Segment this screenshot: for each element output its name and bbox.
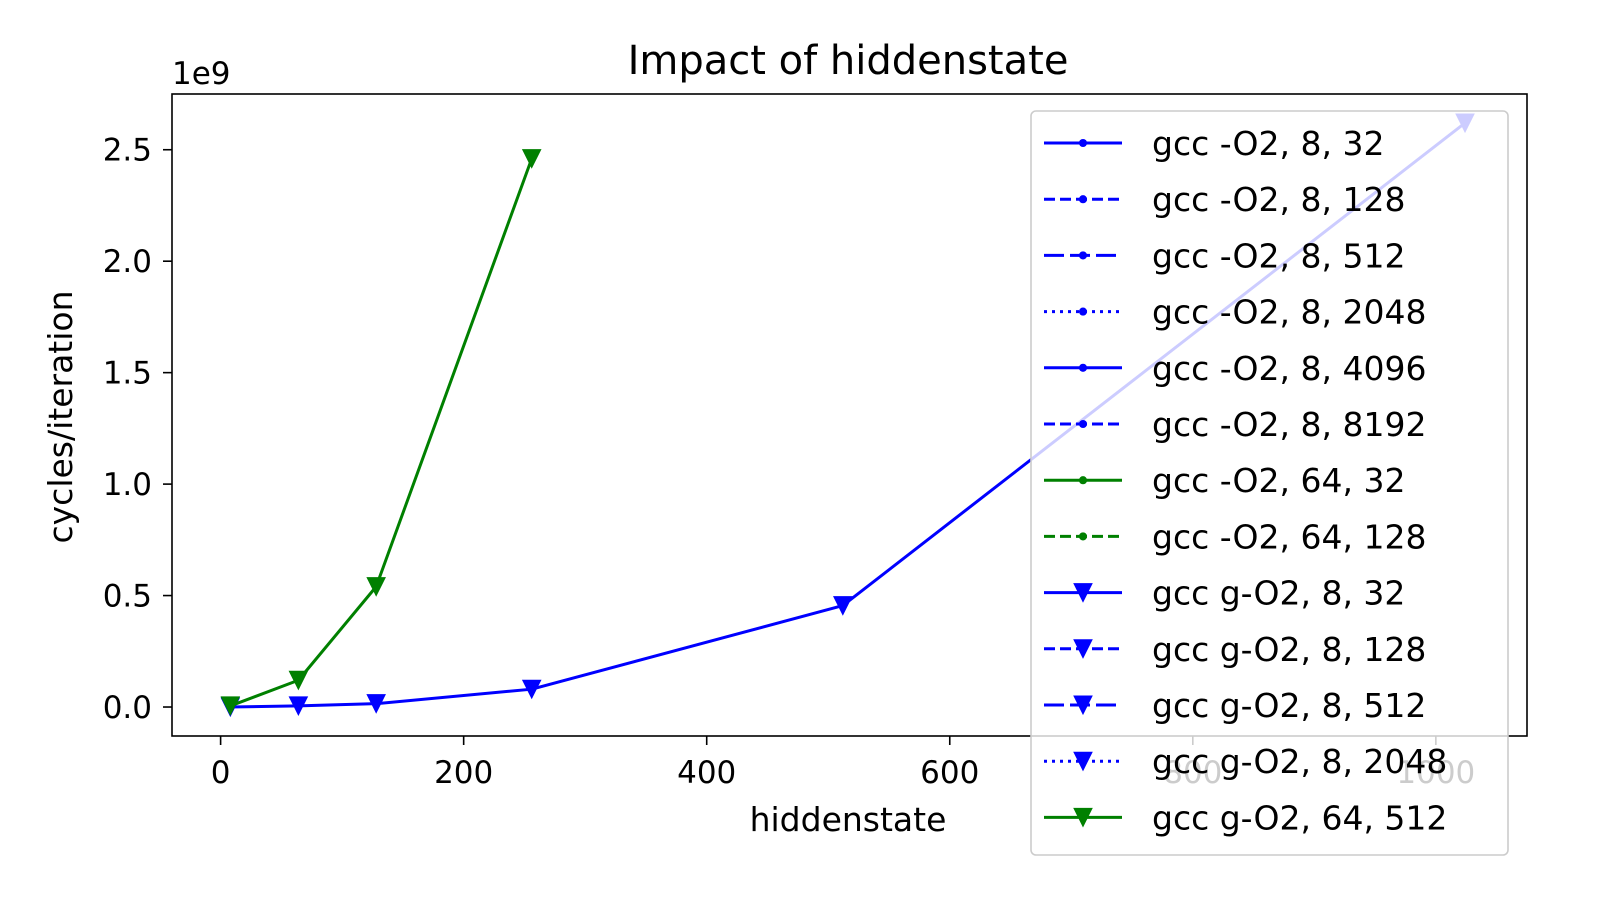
x-tick-label: 600 [920, 755, 979, 791]
y-offset-label: 1e9 [172, 56, 231, 92]
legend-label: gcc g-O2, 8, 128 [1152, 630, 1426, 669]
y-tick-label: 2.0 [103, 244, 152, 280]
legend-marker [1078, 251, 1088, 260]
legend-marker [1078, 532, 1088, 541]
legend-marker [1073, 583, 1093, 603]
legend-marker [1078, 419, 1088, 429]
data-point [833, 596, 853, 616]
legend-marker [1078, 307, 1088, 316]
legend-label: gcc -O2, 8, 2048 [1152, 293, 1426, 332]
x-axis-label: hiddenstate [750, 800, 947, 839]
y-tick-label: 1.5 [103, 356, 152, 392]
x-tick-label: 400 [677, 755, 736, 791]
legend-label: gcc -O2, 64, 128 [1152, 517, 1426, 556]
y-tick-label: 0.5 [103, 579, 152, 615]
legend-marker [1078, 195, 1088, 204]
data-point [366, 694, 386, 714]
legend-box [1030, 110, 1509, 856]
legend-label: gcc -O2, 64, 32 [1152, 461, 1405, 500]
y-axis-label: cycles/iteration [41, 290, 80, 543]
legend-marker [1073, 695, 1093, 716]
legend-label: gcc g-O2, 8, 512 [1152, 686, 1426, 725]
y-axis: 0.0 0.5 1.0 1.5 2.0 2.5 [103, 133, 172, 726]
legend-marker [1073, 639, 1093, 659]
legend-label: gcc -O2, 8, 32 [1152, 124, 1384, 163]
data-point [521, 149, 542, 169]
x-tick-label: 0 [211, 755, 231, 791]
data-point [521, 679, 542, 700]
legend-label: gcc -O2, 8, 4096 [1152, 349, 1426, 388]
data-point [366, 577, 386, 597]
y-tick-label: 0.0 [103, 690, 152, 726]
legend-label: gcc g-O2, 64, 512 [1152, 798, 1447, 837]
data-point [220, 696, 241, 717]
data-point [288, 670, 309, 691]
legend-marker [1073, 751, 1093, 772]
x-tick-label: 200 [434, 755, 493, 791]
legend-label: gcc g-O2, 8, 32 [1152, 574, 1405, 613]
legend-marker [1073, 807, 1093, 828]
legend-label: gcc -O2, 8, 128 [1152, 180, 1405, 219]
data-point [288, 696, 309, 717]
legend-label: gcc g-O2, 8, 2048 [1152, 742, 1447, 781]
legend-label: gcc -O2, 8, 512 [1152, 236, 1405, 275]
series-line [228, 156, 534, 708]
chart-title: Impact of hiddenstate [628, 38, 1069, 84]
legend-label: gcc -O2, 8, 8192 [1152, 405, 1426, 444]
series-line [228, 120, 1468, 709]
legend-marker [1078, 476, 1088, 485]
legend: gcc -O2, 8, 32 gcc -O2, 8, 128 gcc -O2, 8,… [1030, 110, 1509, 856]
legend-marker [1078, 363, 1088, 372]
legend-marker [1078, 138, 1088, 148]
y-tick-label: 1.0 [103, 467, 152, 503]
y-tick-label: 2.5 [103, 133, 152, 169]
